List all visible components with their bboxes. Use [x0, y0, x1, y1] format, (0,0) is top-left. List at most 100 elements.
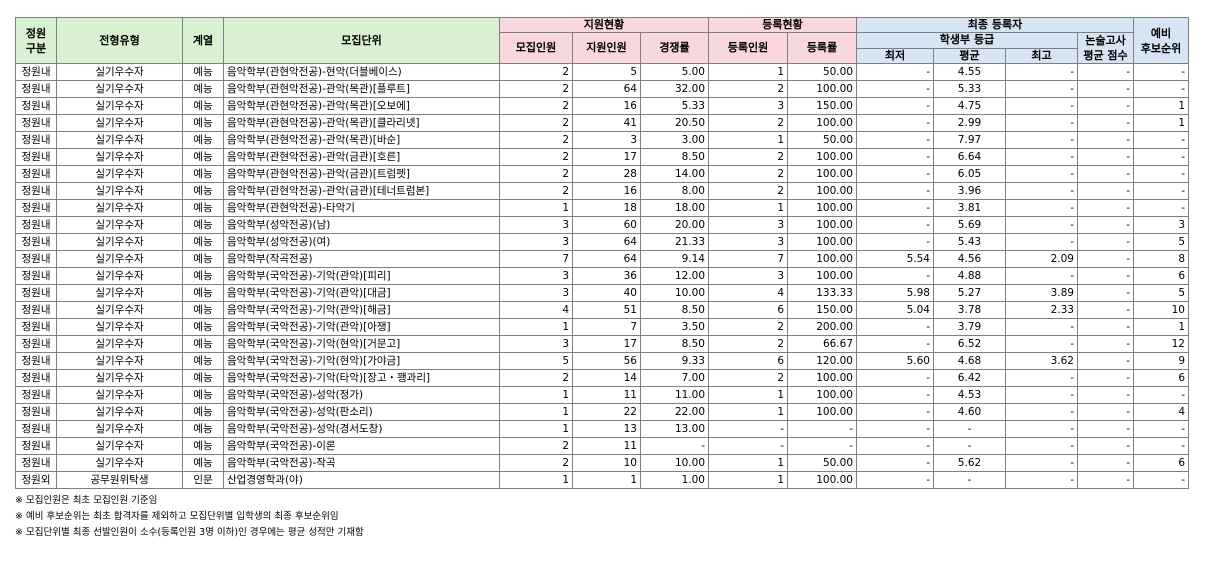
reserve-rank-cell: -	[1133, 386, 1189, 404]
register-rate-cell: 100.00	[787, 216, 857, 234]
essay-cell: -	[1077, 437, 1134, 455]
registered-cell: 7	[708, 250, 788, 268]
applicants-cell: 11	[572, 386, 641, 404]
table-row: 정원내 실기우수자 예능 음악학부(관현악전공)-관악(목관)[바순] 2 3 3.00 1 5…	[15, 131, 1189, 149]
grade-max-cell: -	[1005, 335, 1078, 353]
competition-cell: 22.00	[640, 403, 709, 421]
applicants-cell: 64	[572, 80, 641, 98]
reserve-rank-cell: -	[1133, 437, 1189, 455]
admission-type-cell: 실기우수자	[56, 267, 183, 285]
unit-cell: 음악학부(관현악전공)-관악(금관)[호른]	[223, 148, 500, 166]
reserve-rank-cell: -	[1133, 63, 1189, 81]
applicants-cell: 41	[572, 114, 641, 132]
grade-max-cell: -	[1005, 63, 1078, 81]
field-cell: 예능	[182, 420, 224, 438]
reserve-rank-cell: 1	[1133, 318, 1189, 336]
admission-type-cell: 실기우수자	[56, 250, 183, 268]
admission-type-cell: 실기우수자	[56, 301, 183, 319]
grade-avg-cell: 3.79	[933, 318, 1006, 336]
competition-cell: 8.50	[640, 148, 709, 166]
reserve-rank-cell: -	[1133, 420, 1189, 438]
header-register-status: 등록현황	[708, 17, 857, 33]
header-grade: 학생부 등급	[856, 32, 1078, 49]
admission-type-cell: 실기우수자	[56, 403, 183, 421]
quota-type-cell: 정원내	[15, 233, 57, 251]
admission-type-cell: 실기우수자	[56, 216, 183, 234]
registered-cell: 2	[708, 80, 788, 98]
essay-cell: -	[1077, 199, 1134, 217]
applicants-cell: 64	[572, 250, 641, 268]
grade-max-cell: 2.33	[1005, 301, 1078, 319]
grade-max-cell: 3.89	[1005, 284, 1078, 302]
unit-cell: 음악학부(성악전공)(남)	[223, 216, 500, 234]
reserve-rank-cell: 1	[1133, 114, 1189, 132]
quota-type-cell: 정원내	[15, 403, 57, 421]
competition-cell: 18.00	[640, 199, 709, 217]
essay-cell: -	[1077, 80, 1134, 98]
quota-type-cell: 정원내	[15, 454, 57, 472]
field-cell: 인문	[182, 471, 224, 489]
header-essay-label: 논술고사 평균 점수	[1083, 34, 1128, 62]
recruit-count-cell: 2	[499, 63, 573, 81]
unit-cell: 음악학부(관현악전공)-관악(목관)[플루트]	[223, 80, 500, 98]
quota-type-cell: 정원내	[15, 148, 57, 166]
essay-cell: -	[1077, 420, 1134, 438]
admission-type-cell: 실기우수자	[56, 420, 183, 438]
registered-cell: -	[708, 420, 788, 438]
grade-avg-cell: 4.75	[933, 97, 1006, 115]
grade-max-cell: -	[1005, 420, 1078, 438]
header-essay: 논술고사 평균 점수	[1077, 32, 1134, 64]
grade-avg-cell: 4.56	[933, 250, 1006, 268]
recruit-count-cell: 1	[499, 471, 573, 489]
competition-cell: 14.00	[640, 165, 709, 183]
grade-min-cell: -	[856, 454, 934, 472]
grade-min-cell: -	[856, 403, 934, 421]
grade-avg-cell: 4.60	[933, 403, 1006, 421]
table-row: 정원내 실기우수자 예능 음악학부(관현악전공)-관악(목관)[플루트] 2 64 32.0…	[15, 80, 1189, 98]
essay-cell: -	[1077, 182, 1134, 200]
grade-avg-cell: 6.42	[933, 369, 1006, 387]
reserve-rank-cell: -	[1133, 182, 1189, 200]
quota-type-cell: 정원내	[15, 335, 57, 353]
quota-type-cell: 정원외	[15, 471, 57, 489]
competition-cell: 8.50	[640, 301, 709, 319]
competition-cell: 12.00	[640, 267, 709, 285]
unit-cell: 음악학부(국악전공)-기악(타악)[장고・꽹과리]	[223, 369, 500, 387]
grade-avg-cell: 4.68	[933, 352, 1006, 370]
applicants-cell: 22	[572, 403, 641, 421]
quota-type-cell: 정원내	[15, 63, 57, 81]
grade-max-cell: -	[1005, 267, 1078, 285]
essay-cell: -	[1077, 335, 1134, 353]
applicants-cell: 64	[572, 233, 641, 251]
header-register-rate: 등록률	[787, 32, 857, 64]
table-row: 정원내 실기우수자 예능 음악학부(관현악전공)-관악(목관)[클라리넷] 2 41 20.…	[15, 114, 1189, 132]
field-cell: 예능	[182, 437, 224, 455]
registered-cell: 6	[708, 352, 788, 370]
competition-cell: 20.00	[640, 216, 709, 234]
applicants-cell: 11	[572, 437, 641, 455]
recruit-count-cell: 2	[499, 165, 573, 183]
quota-type-cell: 정원내	[15, 420, 57, 438]
admission-type-cell: 실기우수자	[56, 437, 183, 455]
grade-min-cell: -	[856, 369, 934, 387]
table-row: 정원내 실기우수자 예능 음악학부(국악전공)-기악(현악)[거문고] 3 17 8.50 2…	[15, 335, 1189, 353]
register-rate-cell: 150.00	[787, 301, 857, 319]
register-rate-cell: 100.00	[787, 250, 857, 268]
competition-cell: 5.00	[640, 63, 709, 81]
grade-avg-cell: 5.43	[933, 233, 1006, 251]
grade-min-cell: -	[856, 165, 934, 183]
grade-max-cell: -	[1005, 471, 1078, 489]
table-row: 정원내 실기우수자 예능 음악학부(국악전공)-기악(관악)[아쟁] 1 7 3.50 2 20…	[15, 318, 1189, 336]
admission-type-cell: 실기우수자	[56, 80, 183, 98]
essay-cell: -	[1077, 403, 1134, 421]
recruit-count-cell: 2	[499, 148, 573, 166]
reserve-rank-cell: 8	[1133, 250, 1189, 268]
table-row: 정원내 실기우수자 예능 음악학부(국악전공)-기악(관악)[피리] 3 36 12.00 3…	[15, 267, 1189, 285]
reserve-rank-cell: 10	[1133, 301, 1189, 319]
recruit-count-cell: 2	[499, 454, 573, 472]
competition-cell: 8.50	[640, 335, 709, 353]
registered-cell: 1	[708, 63, 788, 81]
footnote: ※ 예비 후보순위는 최초 합격자를 제외하고 모집단위별 입학생의 최종 후보…	[15, 511, 339, 522]
table-row: 정원내 실기우수자 예능 음악학부(국악전공)-기악(관악)[대금] 3 40 10.00 4…	[15, 284, 1189, 302]
field-cell: 예능	[182, 267, 224, 285]
